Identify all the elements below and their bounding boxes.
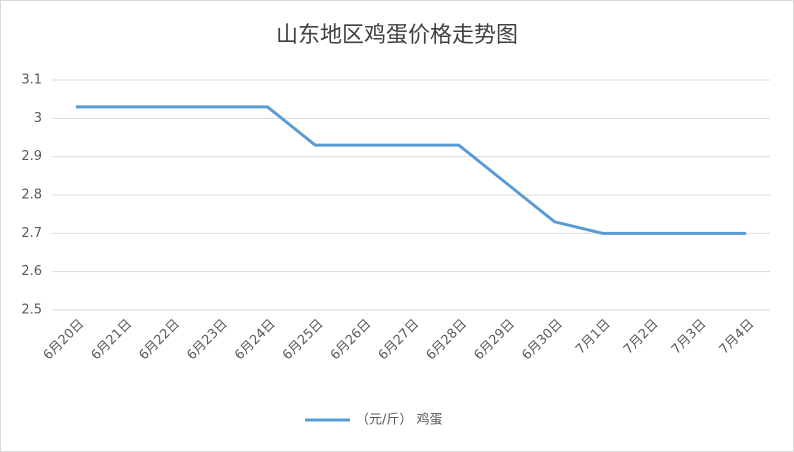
y-tick-label: 2.6 — [21, 264, 42, 279]
y-tick-label: 3.1 — [21, 73, 42, 88]
legend-label: （元/斤） 鸡蛋 — [356, 412, 443, 428]
chart-title: 山东地区鸡蛋价格走势图 — [276, 23, 518, 48]
y-tick-label: 3 — [34, 111, 42, 126]
data-line — [75, 105, 747, 235]
y-tick-label: 2.8 — [21, 188, 42, 203]
y-tick-label: 2.9 — [21, 149, 42, 164]
y-tick-label: 2.5 — [21, 303, 42, 318]
y-tick-label: 2.7 — [21, 226, 42, 241]
